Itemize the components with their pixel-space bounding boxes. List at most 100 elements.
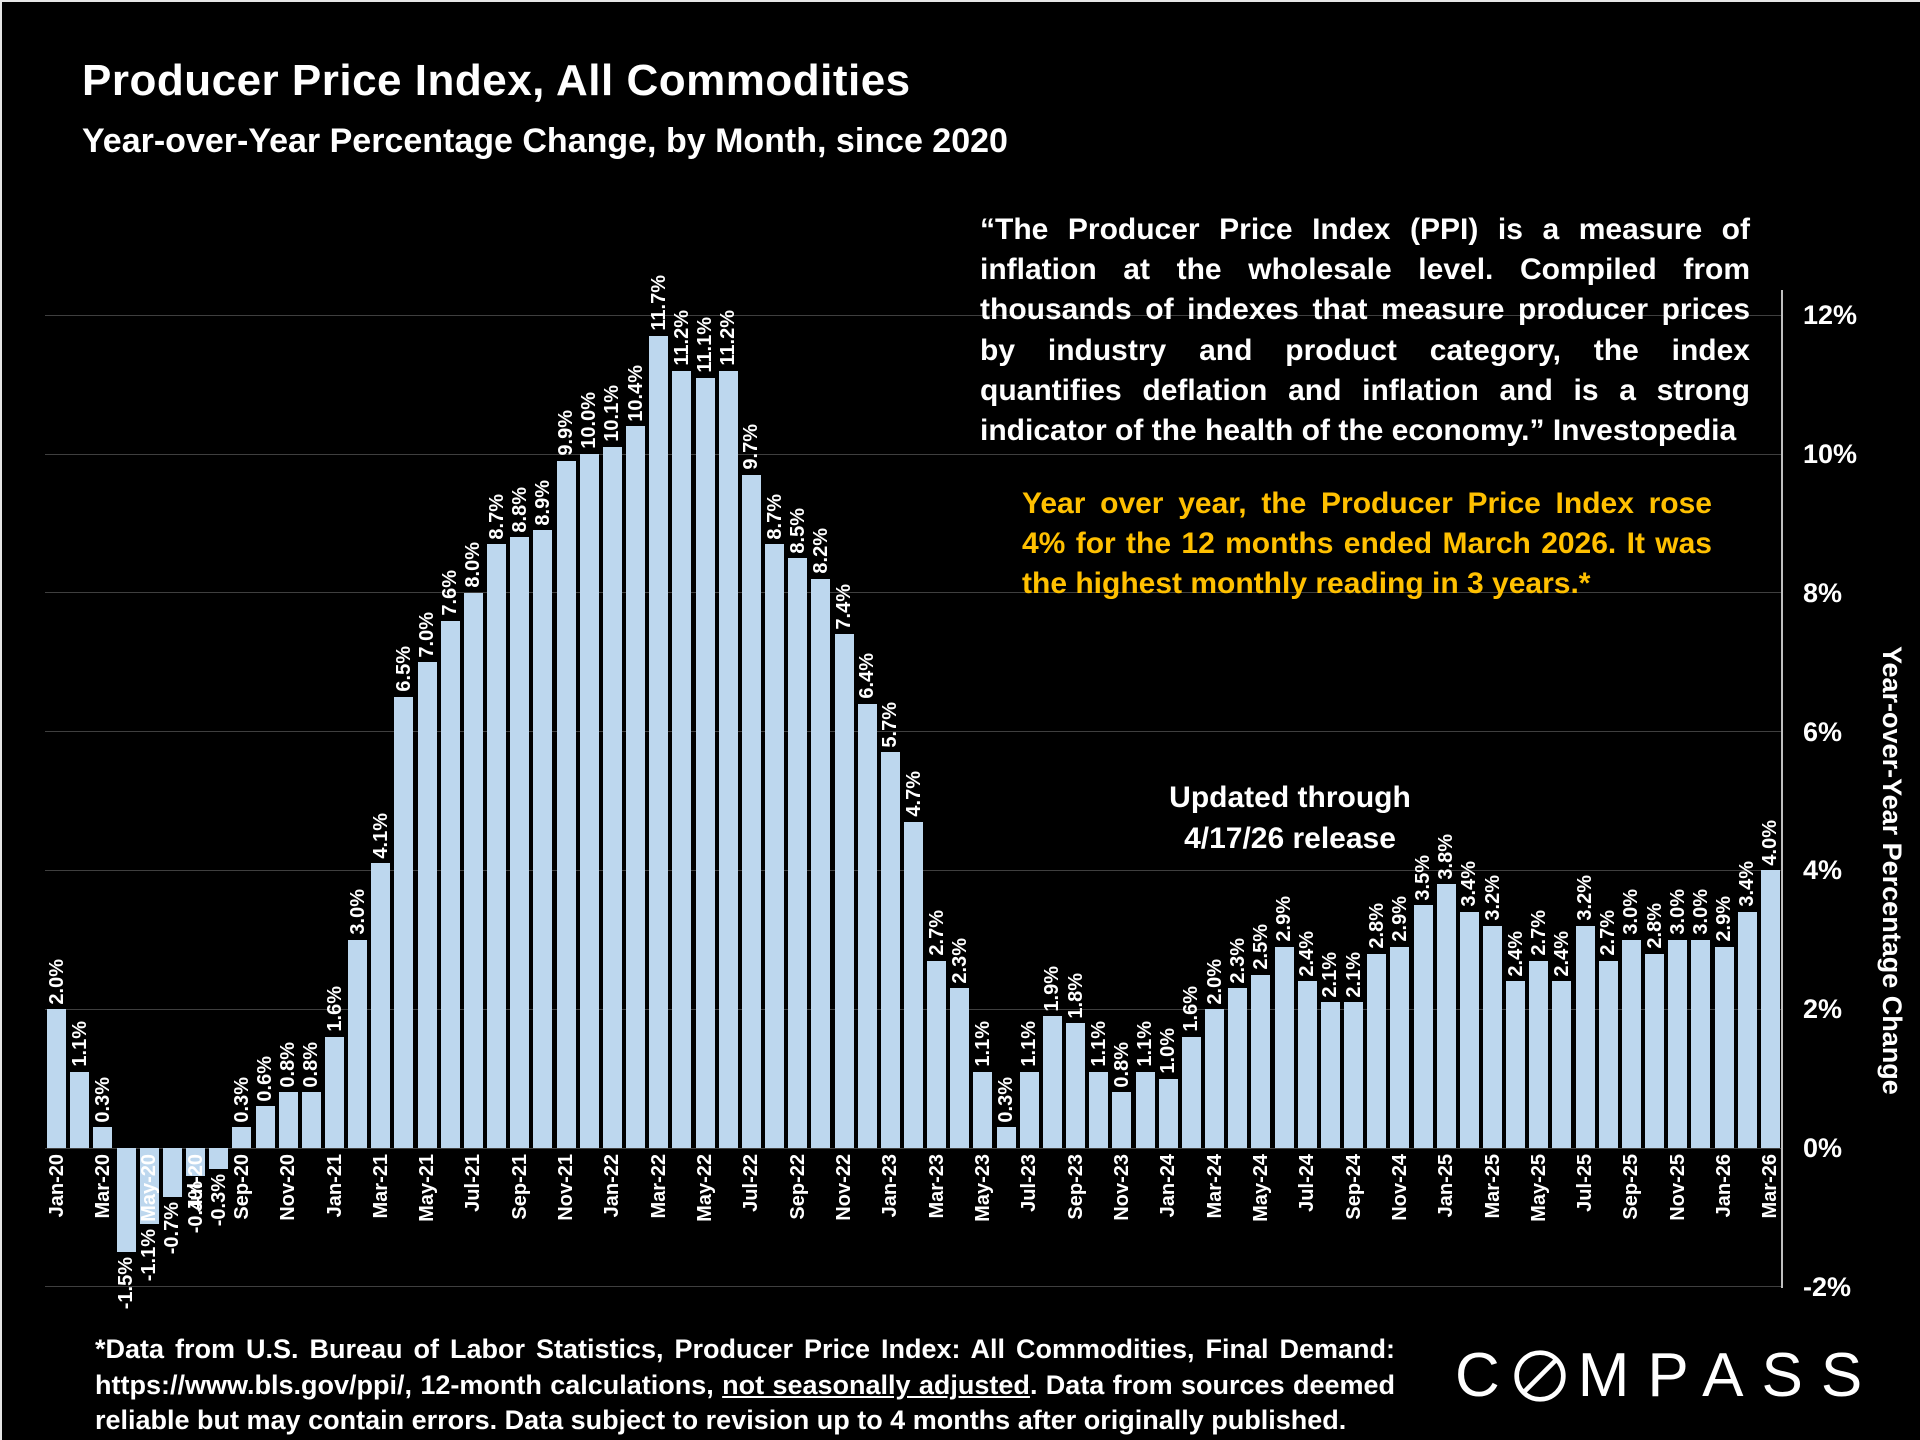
bar-value-label: 8.0%	[462, 542, 485, 588]
x-axis-tick-label: Nov-21	[555, 1154, 578, 1221]
x-axis-tick-label: Mar-24	[1203, 1154, 1226, 1219]
bar	[741, 474, 761, 1148]
x-axis-tick-label: Jan-25	[1435, 1154, 1458, 1218]
bar	[1205, 1009, 1225, 1148]
footnote-part1: *Data from U.S. Bureau of Labor Statisti…	[95, 1334, 1395, 1400]
bar-value-label: 2.7%	[925, 910, 948, 956]
bar-value-label: 11.7%	[647, 275, 670, 332]
bar-value-label: 11.2%	[717, 310, 740, 366]
bar	[1645, 953, 1665, 1148]
bar	[857, 703, 877, 1148]
bar-value-label: 1.1%	[1087, 1021, 1110, 1067]
investopedia-quote: “The Producer Price Index (PPI) is a mea…	[980, 213, 1750, 447]
bar-value-label: 0.6%	[254, 1055, 277, 1102]
bar-value-label: -0.7%	[161, 1201, 184, 1254]
gridline	[45, 1147, 1782, 1149]
bar-value-label: 0.8%	[277, 1041, 300, 1088]
bar-value-label: 3.2%	[1481, 875, 1504, 921]
x-axis-tick-label: May-20	[138, 1154, 161, 1222]
bar-value-label: 4.7%	[902, 771, 925, 817]
bar	[278, 1092, 298, 1148]
bar	[1413, 905, 1433, 1148]
compass-o-icon	[1514, 1350, 1566, 1402]
bar	[116, 1148, 136, 1253]
bar	[1737, 912, 1757, 1148]
bar-value-label: 2.3%	[1226, 937, 1249, 984]
bar	[718, 370, 738, 1148]
bar-value-label: 1.1%	[971, 1021, 994, 1067]
bar-value-label: 2.4%	[1550, 930, 1573, 977]
bar-value-label: 8.2%	[809, 528, 832, 574]
bar-value-label: 3.4%	[1458, 861, 1481, 908]
bar	[1344, 1002, 1364, 1148]
bar	[348, 939, 368, 1148]
bar-value-label: 0.8%	[1110, 1041, 1133, 1088]
bar-value-label: 8.5%	[786, 507, 809, 554]
bar	[1390, 946, 1410, 1148]
bar-value-label: 3.2%	[1574, 875, 1597, 921]
bar-value-label: 6.5%	[392, 646, 415, 692]
y-axis-tick-label: 12%	[1803, 300, 1858, 331]
bar	[394, 696, 414, 1148]
bar	[996, 1127, 1016, 1148]
bar-value-label: -0.3%	[207, 1173, 230, 1227]
footnote-underlined: not seasonally adjusted	[722, 1369, 1030, 1400]
bar-value-label: 2.5%	[1249, 923, 1272, 970]
bar-value-label: -1.1%	[138, 1229, 161, 1282]
y-axis-tick-label: 4%	[1803, 855, 1843, 886]
bar-value-label: 8.7%	[485, 493, 508, 540]
bar-value-label: 4.1%	[369, 812, 392, 859]
bar	[973, 1071, 993, 1148]
page-subtitle: Year-over-Year Percentage Change, by Mon…	[82, 122, 1008, 160]
footnote-part2: . Data from sources deemed reliable but …	[95, 1369, 1395, 1436]
bar	[1135, 1071, 1155, 1148]
bar-value-label: 3.0%	[1689, 889, 1712, 935]
bar-value-label: 2.4%	[1504, 930, 1527, 977]
bar-value-label: 1.0%	[1157, 1028, 1180, 1074]
x-axis-tick-label: Mar-22	[647, 1154, 670, 1219]
updated-note-line2: 4/17/26 release	[1184, 821, 1396, 855]
bar	[811, 578, 831, 1148]
bar	[579, 454, 599, 1148]
y-axis-title: Year-over-Year Percentage Change	[1877, 645, 1907, 1095]
x-axis-tick-label: Jan-20	[45, 1154, 68, 1218]
bar	[186, 1148, 206, 1176]
bar	[162, 1148, 182, 1197]
x-axis-tick-label: Jul-21	[462, 1154, 485, 1212]
x-axis-tick-label: May-22	[694, 1154, 717, 1222]
gridline	[45, 1286, 1782, 1288]
bar	[1668, 939, 1688, 1148]
slide-border-left	[0, 0, 2, 1440]
x-axis-tick-label: Jul-23	[1018, 1154, 1041, 1212]
bar	[70, 1071, 90, 1148]
logo-letters-mpass: MPASS	[1577, 1341, 1881, 1410]
highlight-note: Year over year, the Producer Price Index…	[1022, 487, 1712, 601]
bar	[1760, 870, 1780, 1148]
bar	[139, 1148, 159, 1225]
footnote: *Data from U.S. Bureau of Labor Statisti…	[95, 1332, 1395, 1439]
bar-value-label: 8.8%	[508, 486, 531, 533]
bar-value-label: 0.3%	[230, 1076, 253, 1123]
logo-letter-c: C	[1455, 1341, 1518, 1410]
bar	[1714, 946, 1734, 1148]
bar	[649, 336, 669, 1148]
x-axis-tick-label: May-25	[1527, 1154, 1550, 1222]
gridline	[45, 453, 1782, 455]
x-axis-tick-label: Jan-23	[879, 1154, 902, 1218]
bar	[1042, 1016, 1062, 1148]
x-axis-tick-label: Jul-20	[184, 1154, 207, 1212]
bar-value-label: 7.4%	[833, 583, 856, 630]
bar	[834, 634, 854, 1148]
bar	[1621, 939, 1641, 1148]
bar-value-label: 11.1%	[694, 317, 717, 373]
x-axis-tick-label: Mar-26	[1759, 1154, 1782, 1219]
bar-value-label: 3.0%	[1620, 889, 1643, 935]
bar	[1066, 1023, 1086, 1148]
bar-value-label: 5.7%	[879, 701, 902, 748]
x-axis-tick-label: Nov-25	[1666, 1154, 1689, 1221]
y-axis-tick-label: 0%	[1803, 1133, 1843, 1163]
bar-value-label: 2.3%	[948, 937, 971, 984]
x-axis-tick-label: Jul-22	[740, 1154, 763, 1212]
chart-plot-area: 12% 10% 8% 6% 4% 2% 0% -2% 2.0% 1.1% 0.3% -1.5% -1.1…	[45, 275, 1857, 1309]
bar	[232, 1127, 252, 1148]
